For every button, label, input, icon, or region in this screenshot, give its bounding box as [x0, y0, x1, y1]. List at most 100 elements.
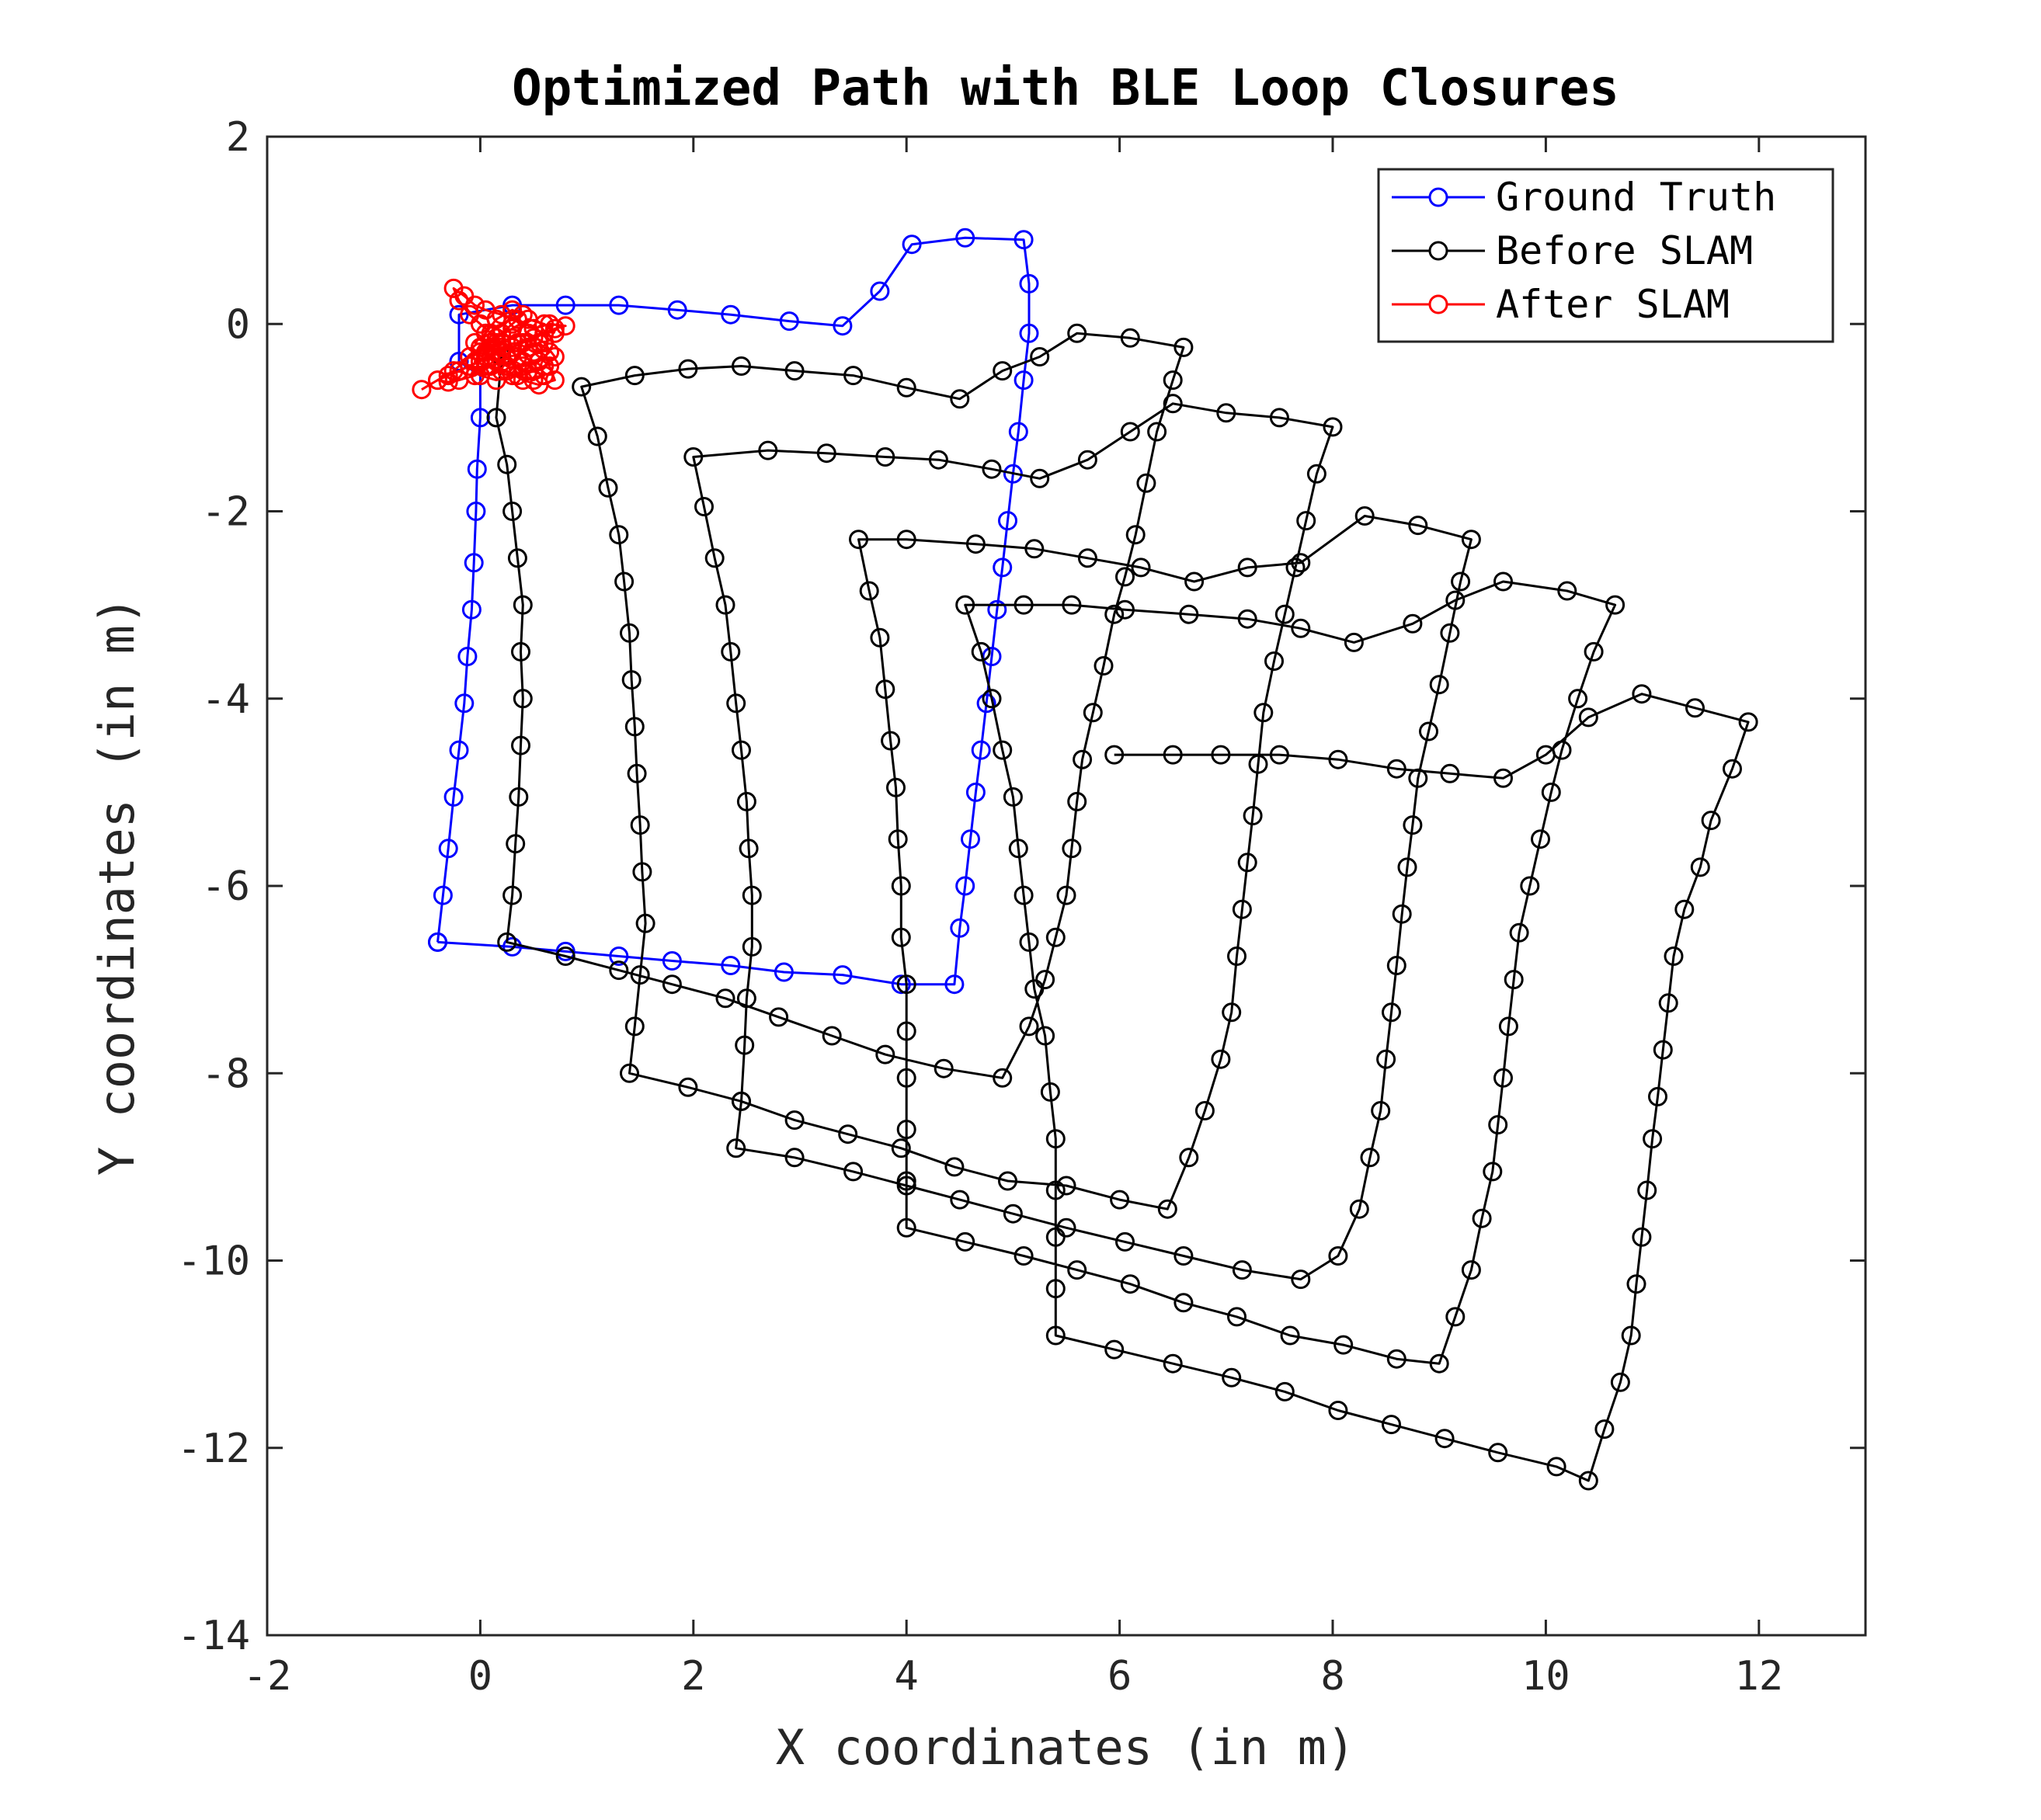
before-slam-point [1136, 473, 1156, 493]
legend-marker-ground-truth [1428, 187, 1448, 207]
before-slam-point [1163, 745, 1183, 765]
before-slam-point [1541, 782, 1561, 802]
before-slam-point [1115, 567, 1135, 587]
before-slam-point [614, 571, 635, 592]
legend-label-before-slam: Before SLAM [1496, 228, 1753, 273]
after-slam-point [502, 318, 523, 339]
ground-truth-point [428, 932, 447, 952]
before-slam-point [507, 548, 527, 568]
before-slam-point [1653, 1040, 1673, 1060]
before-slam-point [1045, 1129, 1066, 1149]
ground-truth-point [438, 839, 458, 859]
before-slam-point [1483, 1162, 1503, 1182]
before-slam-point [1227, 946, 1247, 966]
before-slam-point [1014, 1246, 1034, 1266]
y-tick-label: -12 [177, 1426, 250, 1472]
before-slam-point [784, 361, 805, 381]
before-slam-point [511, 641, 530, 662]
after-slam-point [438, 372, 458, 392]
ground-truth-point [833, 316, 853, 336]
before-slam-point [726, 1138, 746, 1158]
legend-marker-before-slam [1428, 241, 1448, 261]
before-slam-point [1488, 1115, 1508, 1135]
before-slam-point [1035, 1026, 1055, 1046]
before-slam-point [739, 839, 759, 859]
before-slam-point [587, 426, 607, 446]
before-slam-point [715, 988, 735, 1009]
before-slam-point [881, 731, 901, 751]
before-slam-point [1578, 1471, 1598, 1491]
after-slam-point [481, 356, 501, 376]
before-slam-point [1274, 1381, 1295, 1401]
ground-truth-point [555, 941, 575, 961]
before-slam-point [875, 679, 895, 700]
before-slam-point [875, 447, 895, 467]
before-slam-point [1632, 1227, 1652, 1247]
after-slam-point [449, 370, 469, 391]
before-slam-point [1493, 571, 1513, 592]
before-slam-point [1493, 768, 1513, 788]
before-slam-point [1019, 932, 1039, 952]
ground-truth-point [1019, 323, 1039, 343]
before-slam-point [896, 377, 916, 398]
series-ground-truth [428, 228, 1039, 995]
after-slam-point [513, 370, 533, 391]
ground-truth-point [721, 304, 741, 325]
before-slam-point [1222, 1367, 1242, 1388]
before-slam-point [1445, 590, 1466, 610]
before-slam-point [609, 960, 629, 981]
before-slam-point [1674, 899, 1695, 919]
y-tick-label: 2 [226, 114, 250, 161]
y-tick-label: -4 [201, 676, 250, 723]
before-slam-point [1104, 604, 1125, 624]
after-slam-point [428, 370, 447, 391]
before-slam-point [632, 862, 652, 882]
before-slam-point [1360, 1148, 1380, 1168]
before-slam-point [1328, 1246, 1348, 1266]
before-slam-point [1253, 703, 1274, 723]
after-slam-point [544, 318, 565, 339]
before-slam-point [1648, 1086, 1667, 1106]
before-slam-point [982, 459, 1002, 479]
before-slam-point [486, 408, 506, 428]
before-slam-point [870, 627, 890, 648]
ground-truth-point [774, 962, 794, 982]
ground-truth-point [662, 951, 682, 971]
after-slam-point [449, 290, 469, 311]
before-slam-point [955, 595, 975, 615]
before-slam-point [1578, 707, 1598, 728]
y-axis-label: Y coordinates (in m) [89, 596, 145, 1176]
ground-truth-point [555, 295, 575, 315]
before-slam-point [497, 454, 517, 474]
before-slam-point [1045, 1227, 1066, 1247]
ground-truth-point [449, 304, 469, 325]
before-slam-point [1232, 899, 1252, 919]
before-slam-point [1227, 1307, 1247, 1327]
ground-truth-point [457, 647, 478, 666]
y-tick-label: 0 [226, 301, 250, 348]
before-slam-point [572, 377, 592, 397]
before-slam-point [630, 965, 650, 985]
before-slam-point [843, 366, 864, 386]
before-slam-point [769, 1007, 789, 1027]
before-slam-point [1451, 571, 1471, 592]
before-slam-point [1291, 618, 1311, 638]
before-slam-point [1690, 857, 1710, 877]
before-slam-point [1557, 581, 1577, 601]
before-slam-point [822, 1026, 842, 1046]
ground-truth-point [464, 553, 484, 573]
before-slam-point [1594, 1419, 1615, 1440]
ground-truth-point [609, 295, 629, 315]
y-tick-label: -14 [177, 1613, 250, 1659]
before-slam-point [742, 936, 762, 957]
before-slam-point [896, 974, 916, 995]
ground-truth-point [870, 281, 890, 301]
before-slam-point [1120, 1274, 1140, 1294]
before-slam-point [1610, 1372, 1630, 1392]
chart-title: Optimized Path with BLE Loop Closures [512, 60, 1619, 117]
after-slam-point [502, 300, 523, 320]
before-slam-point [555, 946, 575, 966]
y-tick-label: -8 [201, 1051, 250, 1097]
before-slam-point [511, 735, 530, 755]
before-slam-point [1062, 839, 1082, 859]
